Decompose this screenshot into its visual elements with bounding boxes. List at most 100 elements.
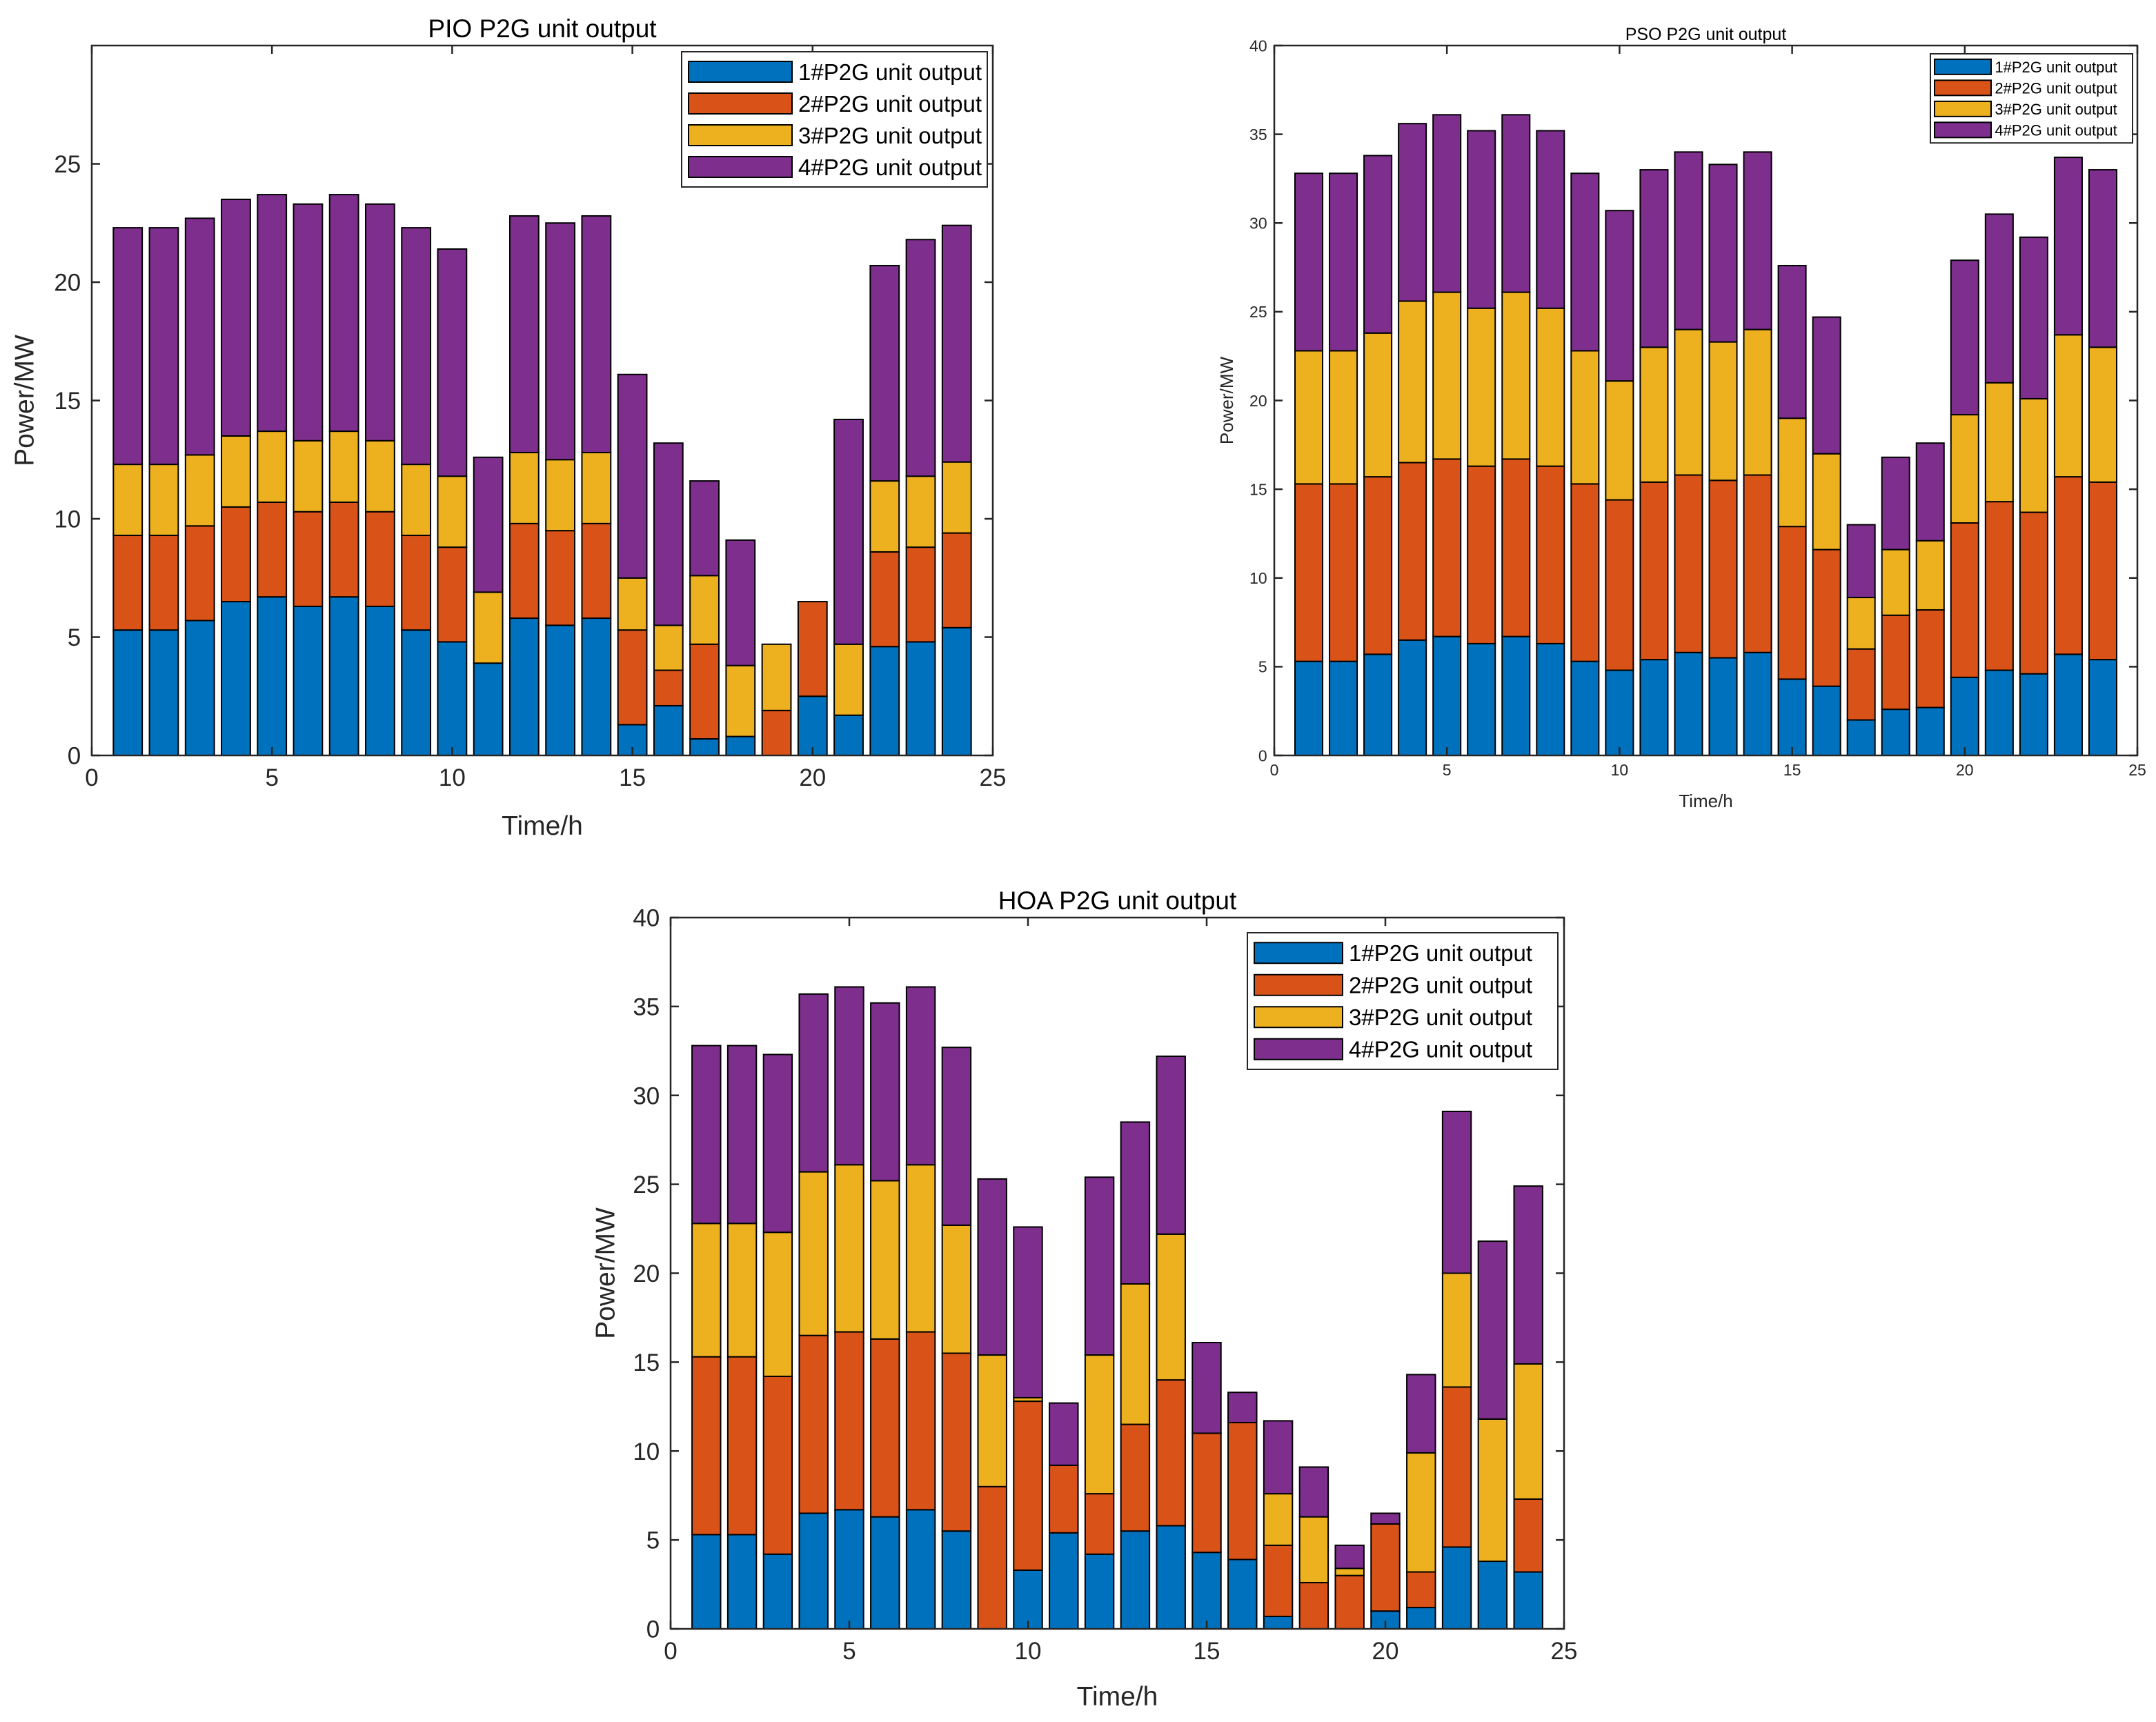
bar-h2-unit4 <box>1329 172 1358 352</box>
bar-h22-unit3 <box>2019 397 2048 513</box>
bar-h24-unit2 <box>2088 481 2117 661</box>
bar-h19-unit3 <box>1915 540 1945 611</box>
bar-h18-unit3 <box>1298 1516 1329 1583</box>
bar-h18-unit4 <box>725 539 756 666</box>
x-tick-label: 10 <box>1611 761 1629 779</box>
legend: 1#P2G unit output 2#P2G unit output 3#P2G … <box>1247 932 1559 1070</box>
bar-h18-unit3 <box>1881 548 1910 616</box>
y-tick-label: 10 <box>54 506 81 533</box>
bar-h16-unit3 <box>653 624 684 671</box>
bar-h19-unit2 <box>1334 1574 1365 1630</box>
bar-h7-unit4 <box>1501 114 1531 293</box>
bar-h15-unit1 <box>1191 1552 1222 1630</box>
bar-h13-unit3 <box>1120 1283 1151 1425</box>
bar-h6-unit3 <box>870 1180 900 1340</box>
bar-h22-unit2 <box>2019 511 2048 675</box>
bar-h6-unit2 <box>870 1338 900 1518</box>
bar-h3-unit1 <box>1363 653 1393 756</box>
bar-h17-unit2 <box>689 643 720 740</box>
bar-h9-unit4 <box>977 1178 1007 1356</box>
y-tick-label: 15 <box>54 388 81 415</box>
bar-h16-unit3 <box>1812 453 1841 551</box>
bar-h9-unit3 <box>1570 350 1600 485</box>
legend-label-unit2: 2#P2G unit output <box>1995 79 2117 97</box>
bar-h20-unit3 <box>1950 414 1979 524</box>
bar-h8-unit2 <box>1536 465 1565 644</box>
bar-h7-unit2 <box>328 501 359 598</box>
bar-h24-unit4 <box>2088 169 2117 348</box>
bar-h2-unit1 <box>1329 660 1358 756</box>
bar-h3-unit3 <box>184 454 215 527</box>
y-tick-label: 25 <box>633 1171 660 1198</box>
bar-h15-unit2 <box>1191 1432 1222 1554</box>
bar-h17-unit3 <box>1263 1493 1294 1546</box>
legend-label-unit3: 3#P2G unit output <box>1349 1004 1532 1030</box>
bar-h15-unit2 <box>617 629 648 726</box>
bar-h13-unit4 <box>1708 164 1738 343</box>
bar-h1-unit2 <box>691 1356 722 1536</box>
bar-h18-unit1 <box>1881 709 1910 756</box>
bar-h11-unit1 <box>473 662 504 756</box>
bar-h16-unit4 <box>653 442 684 626</box>
bar-h16-unit2 <box>653 669 684 706</box>
bar-h21-unit4 <box>1406 1374 1436 1454</box>
bar-h10-unit2 <box>1605 499 1634 671</box>
bar-h6-unit4 <box>1467 130 1496 309</box>
bar-h12-unit4 <box>1084 1176 1115 1356</box>
bar-h2-unit3 <box>1329 350 1358 485</box>
legend-swatch-unit3 <box>1254 1006 1343 1029</box>
bar-h5-unit1 <box>257 596 288 756</box>
bar-h8-unit1 <box>365 605 395 756</box>
bar-h18-unit2 <box>1298 1581 1329 1630</box>
y-tick-label: 5 <box>646 1527 660 1554</box>
bar-h20-unit2 <box>1950 522 1979 678</box>
bar-h7-unit3 <box>905 1164 936 1333</box>
legend-swatch-unit1 <box>1934 58 1992 75</box>
bar-h24-unit4 <box>1513 1185 1543 1365</box>
bar-h21-unit4 <box>1984 213 2014 384</box>
bar-h1-unit1 <box>1294 660 1324 756</box>
bar-h13-unit3 <box>1708 341 1738 482</box>
y-tick-label: 20 <box>633 1260 660 1287</box>
bar-h19-unit3 <box>1334 1567 1365 1576</box>
bar-h5-unit4 <box>1432 114 1462 293</box>
bar-h8-unit3 <box>1536 307 1565 467</box>
bar-h24-unit1 <box>2088 659 2117 757</box>
bar-h20-unit1 <box>1950 676 1979 756</box>
x-tick-label: 5 <box>265 764 278 791</box>
bar-h12-unit1 <box>508 617 540 756</box>
bar-h21-unit3 <box>1406 1452 1436 1573</box>
legend: 1#P2G unit output 2#P2G unit output 3#P2G … <box>681 51 988 188</box>
bar-h4-unit2 <box>221 506 251 603</box>
bar-h12-unit3 <box>1084 1354 1115 1495</box>
bar-h23-unit4 <box>2053 157 2083 336</box>
bar-h15-unit4 <box>1191 1342 1222 1434</box>
bar-h17-unit2 <box>1846 648 1876 721</box>
bar-h4-unit1 <box>798 1512 829 1630</box>
bar-h4-unit4 <box>1398 123 1427 302</box>
legend-swatch-unit4 <box>1934 121 1992 139</box>
bar-h17-unit4 <box>689 480 720 577</box>
bar-h17-unit1 <box>1846 719 1876 757</box>
bar-h15-unit4 <box>617 373 648 579</box>
x-axis-label: Time/h <box>1077 1682 1158 1712</box>
bar-h5-unit4 <box>257 194 288 433</box>
bar-h14-unit1 <box>1156 1525 1186 1630</box>
legend-swatch-unit2 <box>688 92 793 115</box>
bar-h14-unit4 <box>1743 151 1772 330</box>
bar-h8-unit3 <box>365 439 395 513</box>
chart-title: PSO P2G unit output <box>1625 25 1787 44</box>
x-tick-label: 0 <box>85 764 98 791</box>
bar-h9-unit1 <box>401 629 432 757</box>
x-tick-label: 25 <box>2128 761 2146 779</box>
bar-h23-unit4 <box>905 239 936 477</box>
bar-h10-unit2 <box>437 546 468 643</box>
bar-h1-unit1 <box>691 1534 722 1630</box>
bar-h5-unit1 <box>1432 635 1462 757</box>
y-tick-label: 35 <box>1249 126 1267 144</box>
bar-h4-unit3 <box>1398 300 1427 464</box>
bar-h17-unit1 <box>1263 1615 1294 1630</box>
legend-swatch-unit4 <box>1254 1038 1343 1060</box>
y-tick-label: 0 <box>68 743 81 770</box>
bar-h17-unit1 <box>689 738 720 756</box>
